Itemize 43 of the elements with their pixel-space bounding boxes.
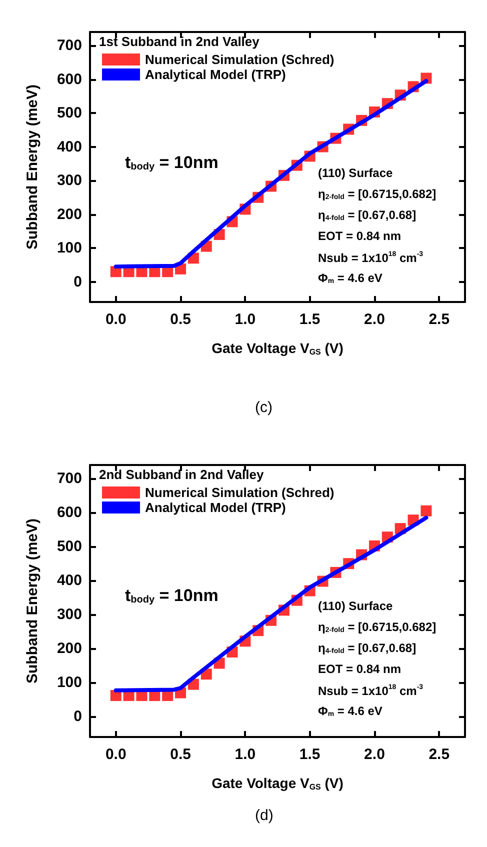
x-tick-label: 1.5 — [299, 746, 320, 763]
y-tick-label: 400 — [56, 138, 82, 156]
point — [420, 505, 432, 516]
y-axis-title: Subband Energy (meV) — [24, 84, 41, 250]
y-axis-title: Subband Energy (meV) — [24, 518, 41, 684]
x-tick-label: 0.0 — [105, 746, 126, 763]
annotation: (110) Surface — [318, 599, 394, 613]
legend-title: 2nd Subband in 2nd Valley — [99, 467, 264, 482]
y-tick-label: 100 — [56, 240, 82, 256]
legend-label: Analytical Model (TRP) — [145, 67, 286, 82]
y-tick-label: 300 — [56, 606, 82, 624]
y-tick-label: 600 — [56, 504, 82, 522]
y-tick-label: 100 — [56, 674, 82, 692]
legend-label: Numerical Simulation (Schred) — [145, 485, 334, 500]
annotation: EOT = 0.84 nm — [318, 229, 402, 243]
x-tick-label: 1.0 — [234, 746, 256, 763]
x-tick-label: 2.5 — [428, 746, 450, 763]
x-tick-label: 0.0 — [105, 311, 126, 328]
legend-label: Analytical Model (TRP) — [145, 500, 286, 515]
x-tick-label: 2.0 — [364, 746, 385, 763]
x-tick-label: 2.5 — [428, 311, 450, 328]
text: (d) — [255, 807, 274, 824]
annotation: (110) Surface — [318, 166, 394, 180]
y-tick-label: 700 — [56, 470, 82, 488]
y-tick-label: 700 — [56, 37, 82, 54]
legend-label: Numerical Simulation (Schred) — [145, 52, 334, 67]
y-tick-label: 400 — [56, 572, 82, 590]
y-tick-label: 600 — [56, 70, 82, 88]
x-tick-label: 0.5 — [170, 311, 191, 328]
y-tick-label: 0 — [74, 708, 82, 726]
legend-title: 1st Subband in 2nd Valley — [99, 34, 260, 49]
y-tick-label: 0 — [74, 273, 82, 290]
annotation: EOT = 0.84 nm — [318, 662, 402, 676]
y-tick-label: 200 — [56, 206, 82, 223]
text: (c) — [255, 399, 272, 416]
y-tick-label: 300 — [56, 172, 82, 189]
y-tick-label: 200 — [56, 640, 82, 658]
x-tick-label: 0.5 — [170, 746, 191, 763]
x-tick-label: 1.0 — [234, 311, 256, 328]
x-tick-label: 1.5 — [299, 311, 320, 328]
y-tick-label: 500 — [56, 538, 82, 556]
y-tick-label: 500 — [56, 104, 82, 122]
x-tick-label: 2.0 — [364, 311, 385, 328]
